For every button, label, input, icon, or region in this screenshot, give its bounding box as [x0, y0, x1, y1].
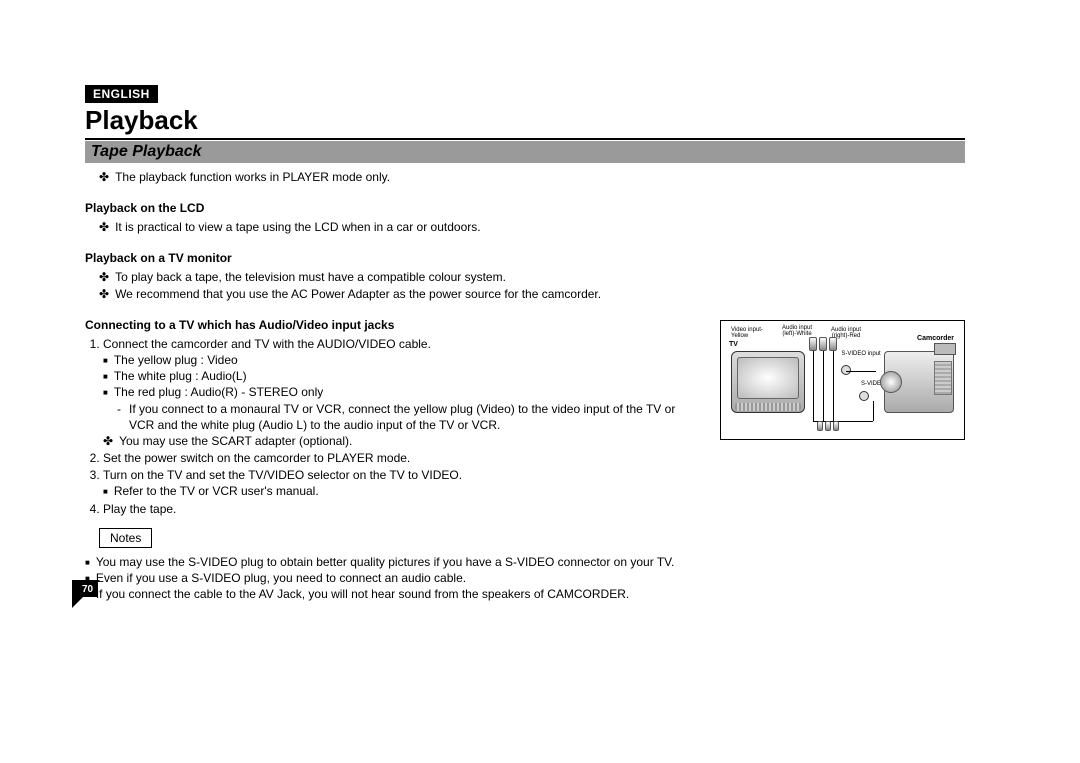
diamond-icon: ✤	[99, 269, 109, 285]
step1c: ■ The red plug : Audio(R) - STEREO only	[103, 384, 695, 400]
plug-yellow-icon	[809, 337, 817, 351]
dash-icon: -	[117, 401, 121, 433]
step1d-text: You may use the SCART adapter (optional)…	[119, 433, 352, 449]
step1c-sub-text: If you connect to a monaural TV or VCR, …	[129, 401, 695, 433]
diamond-icon: ✤	[99, 286, 109, 302]
step-1: Connect the camcorder and TV with the AU…	[103, 336, 695, 449]
step3a: ■ Refer to the TV or VCR user's manual.	[103, 483, 695, 499]
lcd-bullet: ✤ It is practical to view a tape using t…	[99, 219, 965, 235]
note-1: ■ You may use the S-VIDEO plug to obtain …	[85, 554, 965, 570]
step1c-sub: - If you connect to a monaural TV or VCR…	[117, 401, 695, 433]
dia-cam-label: Camcorder	[917, 335, 954, 342]
tvmon-text-2: We recommend that you use the AC Power A…	[115, 286, 601, 302]
section-subtitle: Tape Playback	[85, 141, 965, 163]
mini-plug-icon	[817, 421, 823, 431]
cable-icon	[813, 351, 814, 421]
step1b-text: The white plug : Audio(L)	[114, 369, 247, 383]
square-icon: ■	[103, 356, 108, 365]
camcorder-panel	[934, 361, 952, 395]
mini-plug-icon	[833, 421, 839, 431]
tvmon-bullet-1: ✤ To play back a tape, the television mu…	[99, 269, 965, 285]
intro-bullet: ✤ The playback function works in PLAYER …	[99, 169, 965, 185]
cable-icon	[823, 351, 824, 421]
diamond-icon: ✤	[99, 169, 109, 185]
square-icon: ■	[85, 558, 90, 567]
diamond-icon: ✤	[99, 219, 109, 235]
note-3: ■If you connect the cable to the AV Jack…	[85, 586, 965, 602]
tv-speakers	[735, 403, 801, 411]
step-4: Play the tape.	[103, 501, 695, 517]
step1a-text: The yellow plug : Video	[114, 353, 238, 367]
cable-icon	[873, 401, 874, 421]
step1b: ■ The white plug : Audio(L)	[103, 368, 695, 384]
svideo-jack-icon	[859, 391, 869, 401]
cable-icon	[833, 351, 834, 421]
intro-text: The playback function works in PLAYER mo…	[115, 169, 390, 185]
step3a-text: Refer to the TV or VCR user's manual.	[114, 484, 319, 498]
step1d: ✤ You may use the SCART adapter (optiona…	[103, 433, 695, 449]
tvmon-bullet-2: ✤ We recommend that you use the AC Power…	[99, 286, 965, 302]
camcorder-lens	[880, 371, 902, 393]
note2-text: Even if you use a S-VIDEO plug, you need…	[96, 571, 466, 585]
step-3: Turn on the TV and set the TV/VIDEO sele…	[103, 467, 695, 499]
diamond-icon: ✤	[103, 433, 113, 449]
camcorder-viewfinder	[934, 343, 956, 355]
step1-text: Connect the camcorder and TV with the AU…	[103, 337, 431, 351]
plug-white-icon	[819, 337, 827, 351]
dia-audio-l: Audio input (left)-White	[777, 325, 817, 337]
svideo-plug-icon	[841, 365, 851, 375]
page-number: 70	[77, 582, 98, 597]
dia-yellow: Yellow	[731, 333, 761, 339]
plug-red-icon	[829, 337, 837, 351]
tvmon-text-1: To play back a tape, the television must…	[115, 269, 506, 285]
note3-text: If you connect the cable to the AV Jack,…	[96, 587, 629, 601]
square-icon: ■	[103, 372, 108, 381]
page-title: Playback	[85, 105, 965, 140]
manual-page: ENGLISH Playback Tape Playback ✤ The pla…	[85, 85, 965, 602]
cable-icon	[846, 371, 876, 372]
lcd-text: It is practical to view a tape using the…	[115, 219, 481, 235]
square-icon: ■	[103, 388, 108, 397]
square-icon: ■	[103, 487, 108, 496]
step1a: ■ The yellow plug : Video	[103, 352, 695, 368]
step3-text: Turn on the TV and set the TV/VIDEO sele…	[103, 468, 462, 482]
step1c-text: The red plug : Audio(R) - STEREO only	[114, 385, 323, 399]
numbered-steps: Connect the camcorder and TV with the AU…	[85, 336, 695, 517]
step-2: Set the power switch on the camcorder to…	[103, 450, 695, 466]
dia-tv-label: TV	[729, 341, 738, 348]
heading-lcd: Playback on the LCD	[85, 201, 965, 215]
note-2: ■Even if you use a S-VIDEO plug, you nee…	[85, 570, 965, 586]
heading-tvmon: Playback on a TV monitor	[85, 251, 965, 265]
steps-column: Connect the camcorder and TV with the AU…	[85, 336, 695, 517]
notes-heading: Notes	[99, 528, 152, 548]
language-badge: ENGLISH	[85, 85, 158, 103]
mini-plug-icon	[825, 421, 831, 431]
note1-text: You may use the S-VIDEO plug to obtain b…	[96, 555, 675, 569]
connection-diagram: Video input- Yellow Audio input (left)-W…	[720, 320, 965, 440]
tv-screen	[737, 357, 799, 399]
dia-svideo-in: S-VIDEO input	[836, 351, 886, 357]
